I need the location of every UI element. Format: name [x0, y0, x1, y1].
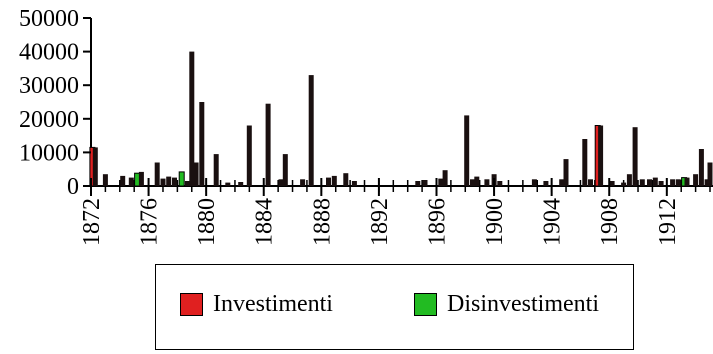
bar-neutral-43: [582, 139, 588, 186]
legend-item-disinvestimenti: Disinvestimenti: [414, 292, 599, 316]
bar-neutral-51: [639, 179, 645, 186]
bar-neutral-9: [166, 176, 172, 186]
bar-neutral-52: [647, 179, 652, 186]
bar-neutral-61: [704, 179, 710, 186]
bar-neutral-28: [351, 181, 357, 186]
bar-disinvestimenti-5: [134, 172, 141, 187]
bar-neutral-33: [464, 115, 470, 186]
y-tick-label-50000: 50000: [19, 6, 79, 32]
x-tick-label-1900: 1900: [482, 198, 508, 246]
bar-neutral-44: [588, 179, 593, 186]
y-tick-label-20000: 20000: [19, 107, 79, 133]
x-tick-label-1880: 1880: [194, 198, 220, 246]
y-tick-label-40000: 40000: [19, 40, 79, 66]
bar-neutral-22: [282, 154, 288, 186]
bar-neutral-47: [609, 181, 615, 186]
bar-neutral-6: [138, 171, 144, 186]
x-tick-label-1912: 1912: [655, 198, 681, 246]
bar-neutral-26: [331, 175, 337, 186]
bar-neutral-23: [300, 179, 306, 186]
bar-neutral-41: [559, 179, 565, 186]
bar-neutral-54: [658, 181, 664, 186]
bar-neutral-14: [193, 162, 199, 186]
bar-neutral-59: [693, 174, 699, 186]
bar-neutral-62: [707, 162, 713, 186]
y-axis-ticks: 0 10000 20000 30000 40000 50000: [19, 6, 91, 200]
bar-neutral-1: [92, 147, 98, 186]
bar-neutral-27: [343, 173, 349, 186]
bar-neutral-39: [531, 179, 537, 186]
bar-neutral-56: [675, 179, 681, 186]
x-tick-label-1872: 1872: [79, 198, 105, 246]
bar-neutral-50: [632, 127, 638, 186]
bar-neutral-48: [621, 182, 627, 186]
bar-neutral-25: [326, 177, 331, 186]
bar-neutral-20: [265, 103, 271, 186]
bar-neutral-2: [102, 174, 108, 186]
legend-item-investimenti: Investimenti: [180, 292, 333, 316]
bar-neutral-46: [598, 125, 604, 186]
bar-neutral-29: [415, 181, 421, 186]
chart-bars: [89, 51, 713, 187]
legend-label-investimenti: Investimenti: [213, 291, 333, 317]
chart-axes: [90, 18, 713, 192]
x-tick-label-1892: 1892: [367, 198, 393, 246]
x-tick-label-1896: 1896: [424, 198, 450, 246]
bar-neutral-10: [172, 177, 177, 186]
x-tick-label-1888: 1888: [309, 198, 335, 246]
bar-neutral-40: [543, 181, 549, 186]
bar-neutral-34: [470, 179, 475, 186]
y-tick-label-0: 0: [67, 174, 79, 200]
x-tick-label-1884: 1884: [252, 198, 278, 246]
bar-neutral-60: [698, 149, 704, 186]
bar-neutral-31: [438, 178, 444, 186]
bar-neutral-15: [199, 102, 205, 186]
bar-disinvestimenti-11: [178, 171, 185, 187]
x-tick-label-1904: 1904: [540, 198, 566, 246]
bar-neutral-35: [474, 176, 480, 186]
bar-neutral-55: [670, 179, 676, 186]
bar-neutral-19: [246, 125, 252, 186]
bar-neutral-24: [308, 75, 314, 186]
bar-neutral-21: [278, 179, 284, 186]
bar-neutral-58: [684, 177, 690, 186]
bar-neutral-42: [563, 159, 569, 186]
bar-neutral-16: [213, 154, 219, 186]
bar-neutral-8: [160, 178, 166, 186]
x-tick-label-1876: 1876: [137, 198, 163, 246]
legend-label-disinvestimenti: Disinvestimenti: [447, 291, 599, 317]
x-tick-label-1908: 1908: [597, 198, 623, 246]
bar-neutral-4: [128, 177, 134, 186]
bar-neutral-13: [189, 51, 195, 186]
y-tick-label-10000: 10000: [19, 140, 79, 166]
y-tick-label-30000: 30000: [19, 73, 79, 99]
bar-neutral-30: [422, 180, 428, 186]
legend-swatch-disinvestimenti: [414, 292, 437, 316]
legend-swatch-investimenti: [180, 292, 203, 316]
bar-neutral-18: [238, 182, 244, 186]
x-axis-ticks: 1872 1876 1880 1884 1888 1892 1896 1900 1904 1908…: [79, 178, 681, 246]
bar-neutral-32: [442, 170, 448, 186]
bar-neutral-12: [184, 181, 190, 186]
chart-legend: Investimenti Disinvestimenti: [155, 264, 634, 350]
bar-neutral-7: [154, 162, 160, 186]
bar-neutral-36: [484, 179, 490, 186]
bar-neutral-3: [120, 175, 126, 186]
bar-neutral-17: [225, 182, 231, 186]
bar-neutral-38: [497, 181, 503, 186]
bar-neutral-49: [626, 174, 632, 186]
bar-neutral-53: [652, 177, 658, 186]
